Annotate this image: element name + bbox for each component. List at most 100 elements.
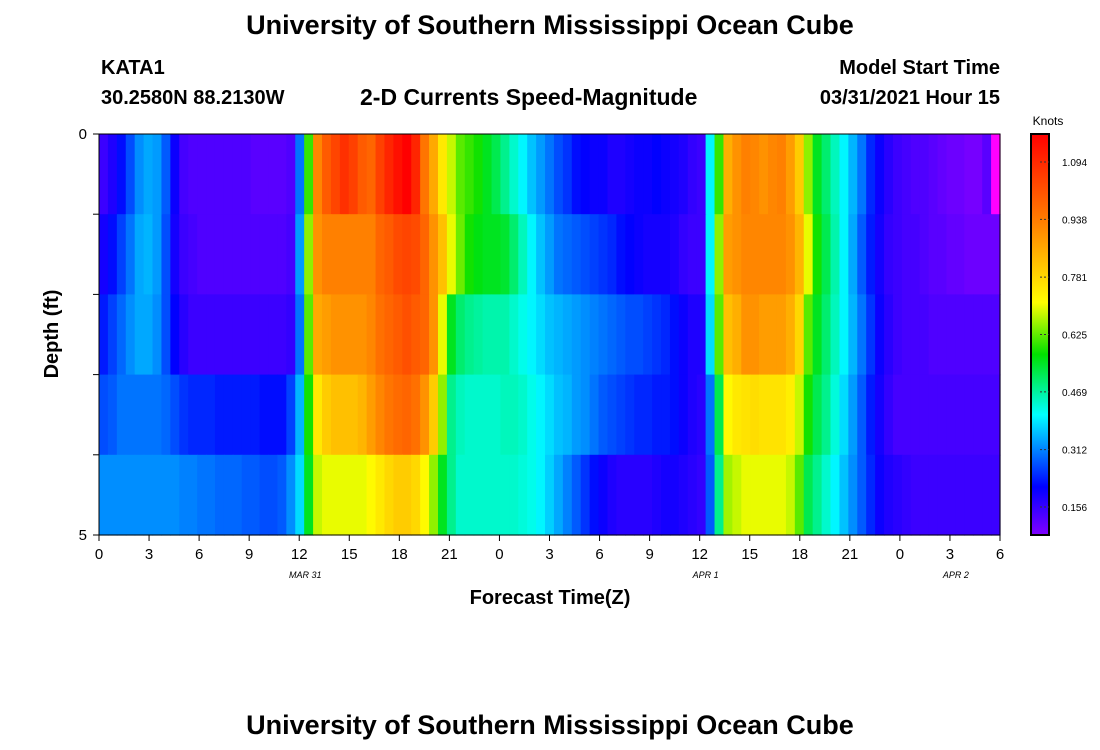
heatmap-cell xyxy=(866,374,876,456)
heatmap-cell xyxy=(794,294,805,376)
heatmap-cell xyxy=(125,294,136,376)
heatmap-cell xyxy=(393,454,403,536)
heatmap-cell xyxy=(286,294,296,376)
heatmap-cell xyxy=(134,214,145,295)
heatmap-cell xyxy=(411,214,421,295)
heatmap-cell xyxy=(446,454,457,536)
heatmap-cell xyxy=(339,374,350,456)
heatmap-cell xyxy=(357,134,368,215)
heatmap-cell xyxy=(946,454,956,536)
heatmap-cell xyxy=(313,294,323,376)
heatmap-cell xyxy=(571,374,582,456)
heatmap-cell xyxy=(723,374,733,456)
heatmap-cell xyxy=(402,294,412,376)
heatmap-cell xyxy=(634,294,644,376)
heatmap-cell xyxy=(197,374,207,456)
heatmap-cell xyxy=(875,134,885,215)
heatmap-cell xyxy=(429,294,439,376)
heatmap-cell xyxy=(509,374,519,456)
heatmap-cell xyxy=(857,134,867,215)
heatmap-cell xyxy=(366,294,377,376)
heatmap-cell xyxy=(268,454,279,536)
heatmap-cell xyxy=(768,134,778,215)
heatmap-cell xyxy=(884,134,894,215)
heatmap-cell xyxy=(330,134,341,215)
heatmap-cell xyxy=(384,134,394,215)
heatmap-cell xyxy=(500,374,510,456)
heatmap-cell xyxy=(277,294,287,376)
heatmap-cell xyxy=(652,214,662,295)
heatmap-cell xyxy=(206,294,216,376)
heatmap-cell xyxy=(741,214,751,295)
heatmap-cell xyxy=(714,374,725,456)
heatmap-cell xyxy=(99,454,109,536)
heatmap-cell xyxy=(366,454,377,536)
heatmap-cell xyxy=(518,134,528,215)
heatmap-cell xyxy=(661,454,671,536)
heatmap-cell xyxy=(982,294,992,376)
heatmap-cell xyxy=(678,374,689,456)
heatmap-cell xyxy=(339,454,350,536)
heatmap-cell xyxy=(545,454,555,536)
heatmap-cell xyxy=(892,294,903,376)
heatmap-cell xyxy=(143,294,154,376)
heatmap-cell xyxy=(634,374,644,456)
heatmap-cell xyxy=(910,294,921,376)
heatmap-cell xyxy=(732,134,742,215)
heatmap-cell xyxy=(625,134,635,215)
heatmap-cell xyxy=(705,454,716,536)
footer-title: University of Southern Mississippi Ocean… xyxy=(246,710,854,740)
heatmap-cell xyxy=(723,294,733,376)
heatmap-cell xyxy=(330,454,341,536)
heatmap-cell xyxy=(892,134,903,215)
heatmap-cell xyxy=(687,454,698,536)
x-tick-label: 3 xyxy=(545,546,553,563)
heatmap-cell xyxy=(785,214,796,295)
heatmap-cell xyxy=(937,294,948,376)
heatmap-cell xyxy=(634,454,644,536)
heatmap-cell xyxy=(714,454,725,536)
heatmap-cell xyxy=(812,294,823,376)
heatmap-cell xyxy=(580,134,591,215)
heatmap-cell xyxy=(866,454,876,536)
heatmap-cell xyxy=(348,294,359,376)
heatmap-cell xyxy=(776,134,787,215)
heatmap-cell xyxy=(348,214,359,295)
y-axis-label: Depth (ft) xyxy=(41,290,63,379)
heatmap-cell xyxy=(161,374,171,456)
heatmap-cell xyxy=(214,374,225,456)
heatmap-cell xyxy=(946,134,956,215)
x-tick-label: 18 xyxy=(391,546,408,563)
heatmap-cell xyxy=(973,374,983,456)
heatmap-cell xyxy=(669,454,680,536)
x-tick-label: 6 xyxy=(195,546,203,563)
heatmap-cell xyxy=(366,214,377,295)
heatmap-cell xyxy=(268,374,279,456)
heatmap-cell xyxy=(223,374,234,456)
heatmap-cell xyxy=(696,294,707,376)
heatmap-cell xyxy=(188,294,198,376)
heatmap-cell xyxy=(741,134,751,215)
heatmap-cell xyxy=(241,294,252,376)
heatmap-cell xyxy=(678,454,689,536)
heatmap-cell xyxy=(322,214,332,295)
heatmap-cell xyxy=(366,134,377,215)
heatmap-cell xyxy=(955,454,965,536)
heatmap-cell xyxy=(250,134,261,215)
heatmap-cell xyxy=(661,294,671,376)
heatmap-cell xyxy=(919,294,930,376)
heatmap-cell xyxy=(821,374,832,456)
heatmap-cell xyxy=(964,294,974,376)
heatmap-cell xyxy=(330,214,341,295)
heatmap-cell xyxy=(116,374,127,456)
heatmap-cell xyxy=(107,294,118,376)
heatmap-cell xyxy=(616,134,626,215)
heatmap-cell xyxy=(107,214,118,295)
heatmap-cell xyxy=(589,214,600,295)
heatmap-cell xyxy=(562,294,573,376)
heatmap-cell xyxy=(259,294,270,376)
heatmap-cell xyxy=(197,214,207,295)
heatmap-cell xyxy=(848,134,858,215)
heatmap-cell xyxy=(322,454,332,536)
